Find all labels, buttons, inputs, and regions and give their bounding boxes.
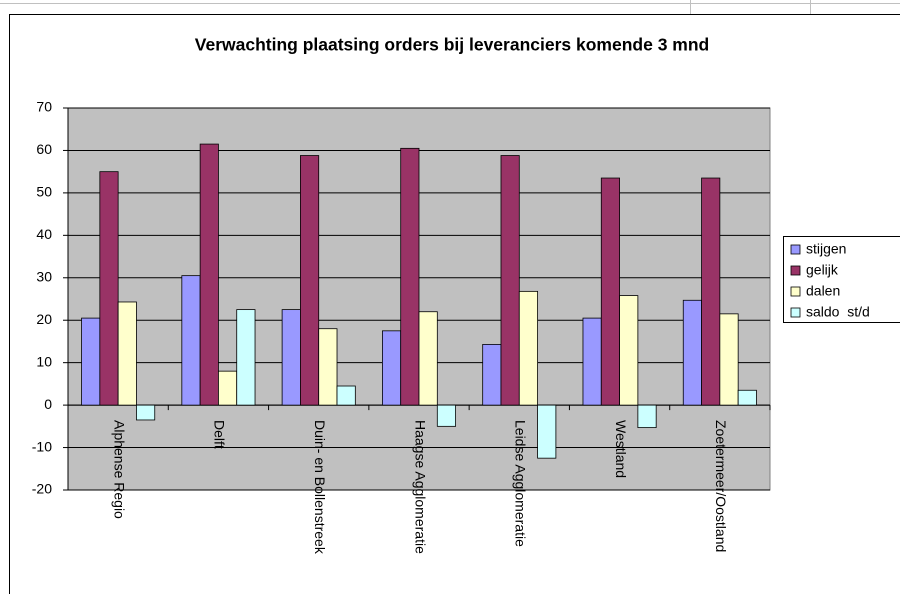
bar [537,404,557,459]
y-tick-label: 20 [36,311,52,327]
legend-swatch [790,265,801,276]
bar [518,290,538,406]
legend [783,236,900,323]
y-tick-label: 10 [36,353,52,369]
x-tick-label: Zoetermeer/Oostland [713,420,729,552]
legend-swatch [790,307,801,318]
bar [719,313,739,406]
bar [600,177,620,406]
y-tick-label: 50 [36,184,52,200]
bar [682,299,702,406]
bar [300,155,320,406]
bar [181,275,201,406]
legend-label: saldo st/d [806,304,870,320]
bar [500,155,520,406]
bar [381,330,402,406]
bar [199,143,219,406]
bar [400,147,420,406]
chart-title: Verwachting plaatsing orders bij leveran… [195,35,709,55]
legend-label: dalen [806,283,840,299]
legend-swatch [790,286,801,297]
x-tick-label: Delft [212,420,228,449]
bar [236,309,256,406]
legend-swatch [790,244,801,255]
y-tick-label: 40 [36,226,52,242]
x-tick-label: Duin- en Bollenstreek [312,420,328,555]
bar [582,317,602,406]
legend-label: stijgen [806,241,846,257]
bar [436,404,456,427]
x-tick-label: Westland [613,420,629,478]
bar [218,370,238,406]
bar [701,177,721,406]
bar [637,404,657,429]
y-tick-label: 30 [36,268,52,284]
bar [136,404,156,421]
bar [81,317,101,406]
y-tick-label: 60 [36,141,52,157]
x-tick-label: Alphense Regio [111,420,127,519]
legend-label: gelijk [806,262,839,278]
bar [336,385,356,406]
bar [281,309,301,406]
bar [99,171,119,406]
bar [318,328,338,406]
x-tick-label: Leidse Agglomeratie [513,420,529,547]
bar [737,389,757,406]
bar [619,295,639,406]
bar [482,344,502,406]
y-tick-label: -10 [32,438,52,454]
bar [418,311,438,406]
y-tick-label: 70 [36,99,52,115]
bar [117,301,137,406]
x-tick-label: Haagse Agglomeratie [412,420,428,554]
y-tick-label: 0 [44,396,52,412]
y-tick-label: -20 [32,481,52,497]
